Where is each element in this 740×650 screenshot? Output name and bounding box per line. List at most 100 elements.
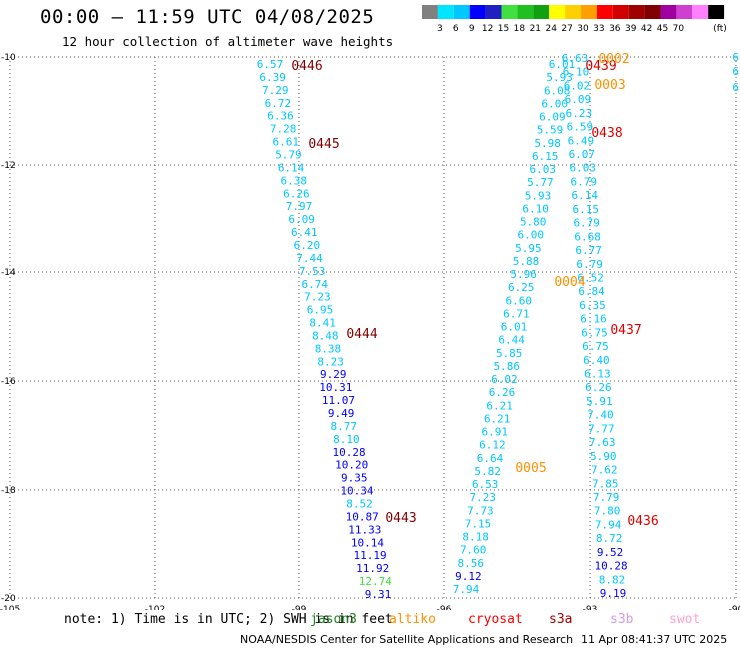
wave-height-value: 10.14: [351, 536, 384, 549]
wave-height-value: 10.34: [340, 485, 373, 498]
pass-time-label: 0003: [594, 78, 625, 93]
wave-height-value: 6.40: [583, 354, 610, 367]
wave-height-value: 5.91: [586, 395, 613, 408]
wave-height-value: 10.28: [332, 446, 365, 459]
wave-height-value: 7.94: [453, 583, 480, 596]
pass-time-label: 0439: [585, 59, 616, 74]
scale-swatch: [612, 5, 629, 19]
scale-label: 21: [530, 24, 541, 34]
wave-height-value: 6.20: [294, 239, 321, 252]
wave-height-value: 6.26: [585, 381, 612, 394]
scale-label: 39: [625, 24, 637, 34]
scale-swatch: [422, 5, 438, 19]
scale-label: 33: [593, 24, 604, 34]
wave-height-value: 8.56: [458, 557, 485, 570]
wave-height-value: 6.72: [265, 97, 292, 110]
pass-time-label: 0444: [346, 327, 377, 342]
wave-height-value: 8.82: [599, 573, 626, 586]
satellite-legend-item: altiko: [389, 612, 436, 627]
wave-height-value: 6.23: [566, 107, 593, 120]
wave-height-value: 6.21: [484, 412, 511, 425]
x-tick-label: -93: [583, 605, 598, 610]
wave-height-value: 7.15: [465, 517, 492, 530]
wave-height-value: 8.41: [309, 317, 336, 330]
wave-height-value: 6.14: [571, 189, 598, 202]
pass-time-label: 0002: [598, 52, 629, 67]
wave-height-value-edge: 6: [732, 65, 739, 78]
x-tick-label: -96: [437, 605, 452, 610]
scale-swatch: [596, 5, 613, 19]
satellite-legend-item: swot: [669, 612, 701, 627]
scale-label: 3: [437, 24, 443, 34]
wave-height-value: 7.97: [286, 200, 313, 213]
wave-height-value: 9.35: [341, 472, 368, 485]
wave-height-value: 12.74: [359, 575, 392, 588]
wave-height-value: 6.79: [571, 175, 598, 188]
wave-height-value: 6.79: [573, 217, 600, 230]
wave-height-value: 6.61: [273, 136, 300, 149]
wave-height-value: 6.09: [565, 93, 592, 106]
wave-height-value: 6.02: [491, 373, 518, 386]
scale-unit: (ft): [713, 24, 727, 34]
wave-height-value: 6.38: [280, 174, 307, 187]
x-tick-label: -105: [0, 605, 20, 610]
y-tick-label: -12: [1, 161, 16, 171]
wave-height-value: 6.91: [482, 426, 509, 439]
wave-height-value: 6.41: [291, 226, 318, 239]
scale-swatch: [469, 5, 486, 19]
y-tick-label: -14: [1, 268, 16, 278]
wave-height-value: 5.90: [590, 450, 617, 463]
pass-time-label: 0438: [591, 126, 622, 141]
wave-height-value: 5.86: [494, 360, 521, 373]
pass-time-label: 0004: [554, 275, 585, 290]
wave-height-value: 7.77: [588, 422, 615, 435]
x-tick-label: -99: [292, 605, 307, 610]
wave-height-value: 8.77: [331, 420, 358, 433]
wave-height-value: 5.85: [496, 347, 523, 360]
x-tick-label: -102: [145, 605, 165, 610]
x-tick-label: -90: [729, 605, 740, 610]
scale-label: 45: [657, 24, 668, 34]
wave-height-value: 7.44: [296, 252, 323, 265]
wave-height-value: 7.40: [587, 409, 614, 422]
wave-height-value: 6.14: [278, 161, 305, 174]
pass-time-label: 0445: [308, 137, 339, 152]
wave-height-value: 6.35: [579, 299, 606, 312]
scale-swatch: [485, 5, 502, 19]
scale-label: 42: [641, 24, 652, 34]
wave-height-value: 6.10: [522, 202, 549, 215]
wave-height-value: 11.92: [356, 562, 389, 575]
wave-height-value: 6.00: [542, 97, 569, 110]
y-tick-label: -20: [1, 594, 16, 604]
wave-height-value: 6.01: [501, 321, 528, 334]
scale-swatch: [676, 5, 693, 19]
wave-height-value: 6.84: [578, 285, 605, 298]
page-subtitle: 12 hour collection of altimeter wave hei…: [62, 34, 394, 49]
wave-height-value: 6.39: [259, 71, 286, 84]
scale-swatch: [660, 5, 677, 19]
wave-height-value: 7.80: [594, 505, 621, 518]
wave-height-value: 6.12: [479, 439, 506, 452]
wave-height-value: 9.19: [600, 587, 627, 600]
scale-swatch: [708, 5, 725, 19]
wave-height-value: 7.53: [299, 265, 326, 278]
y-tick-label: -10: [1, 53, 16, 63]
scale-swatch: [501, 5, 518, 19]
scale-label: 27: [561, 24, 572, 34]
scale-label: 36: [609, 24, 621, 34]
wave-height-value: 9.52: [597, 546, 624, 559]
wave-height-value: 5.96: [510, 268, 537, 281]
wave-height-value: 6.77: [575, 244, 602, 257]
wave-height-value: 8.10: [333, 433, 360, 446]
wave-height-value-edge: 6: [732, 81, 739, 94]
wave-height-value: 6.75: [581, 326, 608, 339]
scale-label: 9: [469, 24, 475, 34]
wave-height-value: 7.23: [304, 291, 331, 304]
scale-swatch: [644, 5, 661, 19]
wave-height-value: 9.12: [455, 570, 482, 583]
wave-height-value: 5.80: [520, 216, 547, 229]
wave-height-value: 6.09: [288, 213, 315, 226]
scale-swatch: [437, 5, 454, 19]
wave-height-map: -105 -102 -99 -96 -93 -90 -10 -12 -14 -16 -18 -20 6.…: [0, 51, 740, 610]
wave-height-value: 6.44: [498, 334, 525, 347]
